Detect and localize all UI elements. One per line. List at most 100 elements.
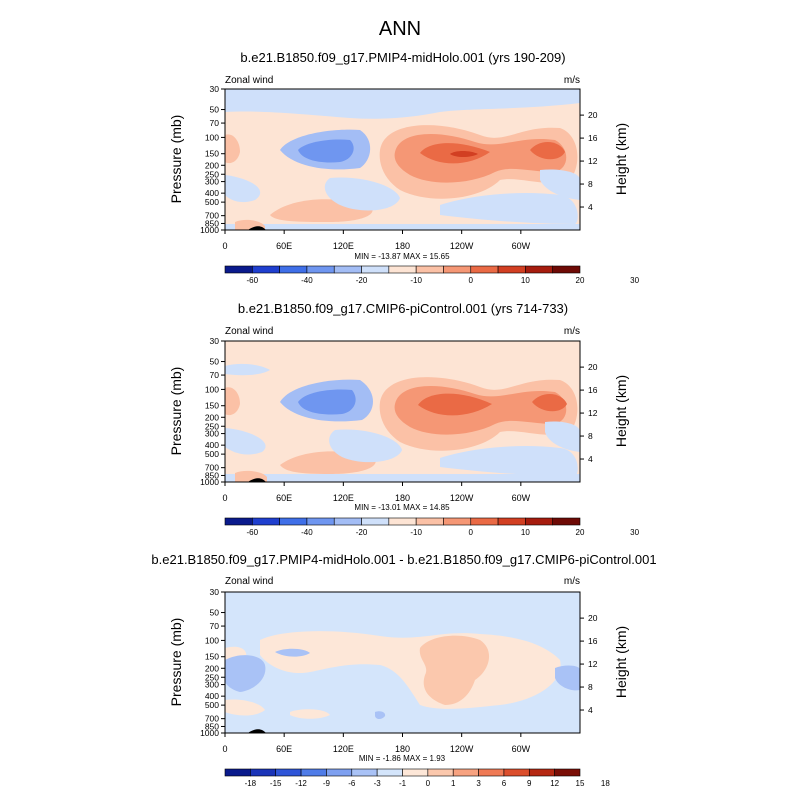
right-tick-label: 12 <box>588 659 598 669</box>
colorbar-swatch <box>415 517 444 526</box>
panel-1-right-label: Height (km) <box>613 123 629 195</box>
x-tick-label: 120E <box>333 241 354 251</box>
panel-1-variable-label: Zonal wind <box>225 75 273 86</box>
colorbar-swatch <box>554 768 581 777</box>
y-tick-label: 300 <box>205 177 219 187</box>
y-tick-label: 200 <box>205 160 219 170</box>
x-tick-label: 180 <box>395 493 410 503</box>
colorbar-swatch <box>279 517 308 526</box>
colorbar-swatch <box>452 768 479 777</box>
y-tick-label: 250 <box>205 169 219 179</box>
colorbar-label: -6 <box>348 779 356 788</box>
panel-3-contour-field <box>225 592 580 733</box>
colorbar-swatch <box>300 768 327 777</box>
y-tick-label: 400 <box>205 691 219 701</box>
colorbar-swatch <box>552 265 581 274</box>
panel-1-right-axis: 20 16 12 8 4 <box>580 110 598 212</box>
panel-3: b.e21.B1850.f09_g17.PMIP4-midHolo.001 - … <box>151 552 656 788</box>
panel-1-y-label: Pressure (mb) <box>168 115 184 204</box>
panel-3-topography <box>248 729 266 733</box>
colorbar-swatch <box>361 265 390 274</box>
colorbar-swatch <box>497 265 526 274</box>
colorbar-swatch <box>252 517 280 526</box>
colorbar-label: 6 <box>502 779 507 788</box>
colorbar-label: 3 <box>476 779 481 788</box>
y-tick-label: 700 <box>205 211 219 221</box>
colorbar-swatch <box>443 265 472 274</box>
y-tick-label: 1000 <box>200 477 219 487</box>
colorbar-label: 30 <box>630 528 639 537</box>
colorbar-swatch <box>224 517 253 526</box>
colorbar-label: 0 <box>469 276 474 285</box>
panel-3-variable-label: Zonal wind <box>225 576 273 587</box>
right-tick-label: 16 <box>588 133 598 143</box>
right-tick-label: 16 <box>588 385 598 395</box>
y-tick-label: 1000 <box>200 225 219 235</box>
colorbar-label: -60 <box>247 528 259 537</box>
panel-3-x-axis: 0 60E 120E 180 120W 60W <box>222 733 531 754</box>
y-tick-label: 250 <box>205 421 219 431</box>
colorbar-swatch <box>388 265 417 274</box>
colorbar-swatch <box>361 517 390 526</box>
colorbar-swatch <box>525 265 553 274</box>
panel-2-contour-field <box>225 341 580 482</box>
colorbar-label: -1 <box>399 779 407 788</box>
colorbar-swatch <box>525 517 553 526</box>
y-tick-label: 700 <box>205 463 219 473</box>
y-tick-label: 850 <box>205 721 219 731</box>
panel-3-colorbar: -18 -15 -12 -9 -6 -3 -1 0 1 3 6 9 12 15 18 <box>224 768 610 788</box>
colorbar-swatch <box>224 768 251 777</box>
panel-1-x-axis: 0 60E 120E 180 120W 60W <box>222 230 531 251</box>
x-tick-label: 60W <box>512 493 531 503</box>
colorbar-label: -40 <box>301 528 313 537</box>
y-tick-label: 100 <box>205 132 219 142</box>
colorbar-swatch <box>478 768 505 777</box>
colorbar-label: 9 <box>527 779 532 788</box>
colorbar-label: 0 <box>469 528 474 537</box>
colorbar-label: 15 <box>576 779 585 788</box>
right-tick-label: 20 <box>588 613 598 623</box>
x-tick-label: 60E <box>276 493 292 503</box>
colorbar-label: 1 <box>451 779 456 788</box>
panel-2: b.e21.B1850.f09_g17.CMIP6-piControl.001 … <box>168 301 640 537</box>
colorbar-swatch <box>415 265 444 274</box>
colorbar-label: -15 <box>270 779 282 788</box>
colorbar-swatch <box>497 517 526 526</box>
colorbar-swatch <box>376 768 403 777</box>
figure-title: ANN <box>379 18 421 40</box>
y-tick-label: 50 <box>210 105 220 115</box>
colorbar-swatch <box>224 265 253 274</box>
colorbar-label: 20 <box>576 276 585 285</box>
x-tick-label: 0 <box>222 744 227 754</box>
colorbar-swatch <box>252 265 280 274</box>
colorbar-swatch <box>279 265 308 274</box>
y-tick-label: 70 <box>210 621 220 631</box>
colorbar-swatch <box>402 768 429 777</box>
colorbar-label: -18 <box>245 779 257 788</box>
panel-2-right-label: Height (km) <box>613 375 629 447</box>
colorbar-swatch <box>333 517 362 526</box>
panel-2-variable-label: Zonal wind <box>225 326 273 337</box>
colorbar-label: 18 <box>601 779 610 788</box>
colorbar-swatch <box>333 265 362 274</box>
colorbar-label: -20 <box>356 528 368 537</box>
y-tick-label: 1000 <box>200 728 219 738</box>
y-tick-label: 30 <box>210 336 220 346</box>
panel-2-units-label: m/s <box>564 326 580 337</box>
colorbar-label: 0 <box>426 779 431 788</box>
panel-2-stats: MIN = -13.01 MAX = 14.85 <box>354 503 450 512</box>
panel-3-right-axis: 20 16 12 8 4 <box>580 613 598 715</box>
y-tick-label: 300 <box>205 429 219 439</box>
right-tick-label: 20 <box>588 362 598 372</box>
colorbar-swatch <box>470 265 499 274</box>
panel-3-y-label: Pressure (mb) <box>168 618 184 707</box>
colorbar-swatch <box>351 768 378 777</box>
x-tick-label: 60W <box>512 744 531 754</box>
x-tick-label: 0 <box>222 241 227 251</box>
y-tick-label: 70 <box>210 370 220 380</box>
x-tick-label: 180 <box>395 744 410 754</box>
x-tick-label: 0 <box>222 493 227 503</box>
y-tick-label: 250 <box>205 672 219 682</box>
